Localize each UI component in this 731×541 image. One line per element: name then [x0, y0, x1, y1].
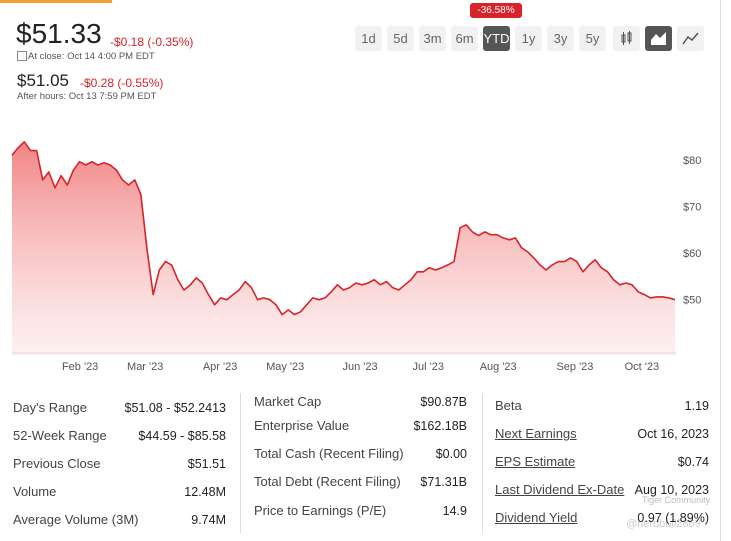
range-change-tooltip: -36.58%: [470, 3, 522, 18]
stat-value: $0.00: [435, 447, 467, 461]
y-tick-label: $50: [683, 294, 701, 306]
after-change: -$0.28 (-0.55%): [80, 76, 164, 90]
price-line: [11, 141, 676, 316]
range-button[interactable]: 3y: [547, 26, 574, 51]
stat-label[interactable]: Dividend Yield: [495, 510, 578, 525]
stat-value: 14.9: [442, 504, 467, 518]
watermark-user: @nerdbull2869: [626, 518, 701, 530]
range-button[interactable]: 5y: [579, 26, 606, 51]
range-button[interactable]: 1d: [355, 26, 382, 51]
range-button[interactable]: 5d: [387, 26, 414, 51]
close-time: At close: Oct 14 4:00 PM EDT: [28, 51, 155, 62]
stat-label: Previous Close: [13, 456, 101, 471]
range-button[interactable]: 3m: [419, 26, 446, 51]
stat-label[interactable]: Next Earnings: [495, 426, 577, 441]
calendar-icon: [17, 51, 27, 61]
accent-bar: [0, 0, 112, 3]
divider: [482, 393, 483, 533]
stat-label: Average Volume (3M): [13, 512, 139, 527]
stat-label: Beta: [495, 398, 522, 413]
stat-value: Oct 16, 2023: [637, 427, 709, 441]
line-chart-button[interactable]: [677, 26, 704, 51]
watermark-brand: Tiger Community: [642, 495, 711, 505]
stat-label: Total Debt (Recent Filing): [254, 474, 401, 489]
divider: [240, 393, 241, 533]
stat-value: 0.97 (1.89%): [637, 511, 709, 525]
stat-value: $0.74: [677, 455, 709, 469]
range-button[interactable]: 6m: [451, 26, 478, 51]
price: $51.33: [16, 18, 102, 49]
stat-label: Market Cap: [254, 394, 322, 409]
stat-value: 12.48M: [184, 485, 226, 499]
x-tick-label: Jun '23: [343, 361, 378, 373]
x-tick-label: Apr '23: [203, 361, 238, 373]
range-button[interactable]: 1y: [515, 26, 542, 51]
after-time: After hours: Oct 13 7:59 PM EDT: [17, 91, 157, 102]
stat-label: Day's Range: [13, 400, 88, 415]
x-tick-label: Sep '23: [556, 361, 593, 373]
stat-label: Enterprise Value: [254, 418, 350, 433]
x-tick-label: Jul '23: [412, 361, 443, 373]
stat-label[interactable]: EPS Estimate: [495, 454, 576, 469]
stat-value: $162.18B: [413, 419, 467, 433]
stat-value: Aug 10, 2023: [634, 483, 709, 497]
stat-label: 52-Week Range: [13, 428, 107, 443]
area-fill: [12, 141, 675, 355]
x-tick-label: Feb '23: [62, 361, 98, 373]
stat-label[interactable]: Last Dividend Ex-Date: [495, 482, 625, 497]
stat-value: 1.19: [684, 399, 709, 413]
stat-label: Volume: [13, 484, 57, 499]
stat-label: Price to Earnings (P/E): [254, 503, 387, 518]
x-tick-label: Mar '23: [127, 361, 163, 373]
y-tick-label: $60: [683, 248, 701, 260]
candle-chart-button[interactable]: [613, 26, 640, 51]
stat-value: $71.31B: [420, 475, 467, 489]
y-tick-label: $80: [683, 155, 701, 167]
stat-value: $51.08 - $52.2413: [124, 401, 226, 415]
x-tick-label: Aug '23: [480, 361, 517, 373]
x-tick-label: Oct '23: [625, 361, 660, 373]
stat-value: 9.74M: [191, 513, 226, 527]
range-button[interactable]: YTD: [483, 26, 510, 51]
x-tick-label: May '23: [266, 361, 304, 373]
border: [720, 0, 721, 541]
stat-value: $90.87B: [420, 395, 467, 409]
stat-label: Total Cash (Recent Filing): [254, 446, 404, 461]
area-chart-button[interactable]: [645, 26, 672, 51]
chart: $80 $70 $60 $50 Feb '23 Mar '23 Apr '23 May '23…: [11, 141, 701, 373]
y-tick-label: $70: [683, 201, 701, 213]
stat-value: $44.59 - $85.58: [138, 429, 226, 443]
stat-value: $51.51: [187, 457, 226, 471]
price-change: -$0.18 (-0.35%): [110, 35, 194, 49]
after-price: $51.05: [17, 71, 69, 90]
